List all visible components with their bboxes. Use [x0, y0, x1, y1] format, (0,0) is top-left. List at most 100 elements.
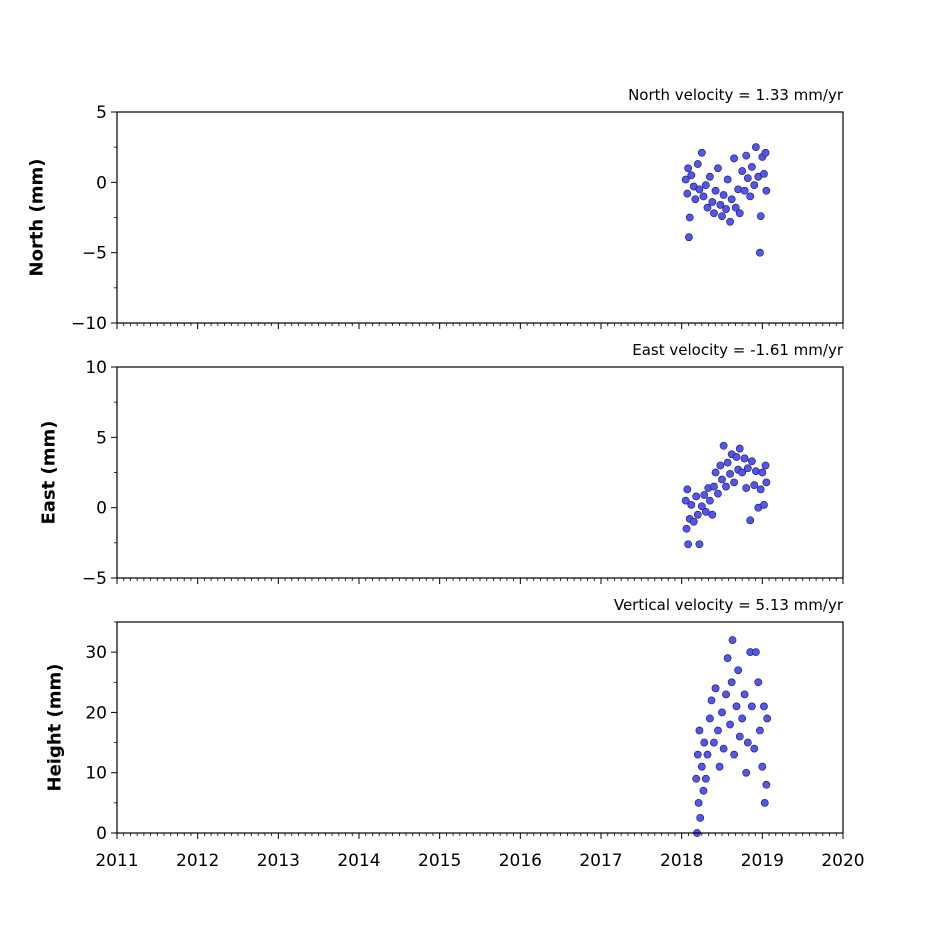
panel-title: East velocity = -1.61 mm/yr — [632, 341, 844, 359]
data-point — [695, 726, 704, 735]
y-tick-label: 30 — [85, 643, 107, 663]
data-point — [727, 195, 736, 204]
data-point — [734, 666, 743, 675]
data-point — [692, 492, 701, 501]
data-point — [730, 750, 738, 759]
data-point — [742, 151, 751, 160]
data-point — [760, 500, 768, 509]
data-point — [750, 744, 759, 753]
data-point — [708, 510, 717, 519]
x-tick-label: 2012 — [176, 851, 219, 871]
data-point — [707, 696, 716, 705]
data-point — [738, 468, 747, 477]
data-point — [716, 461, 725, 470]
data-point — [703, 203, 712, 212]
data-point — [715, 762, 724, 771]
data-point — [687, 500, 696, 509]
data-point — [740, 454, 749, 463]
data-point — [697, 762, 706, 771]
data-point — [732, 702, 741, 711]
data-point — [728, 636, 737, 644]
data-point — [746, 516, 755, 525]
data-point — [747, 702, 756, 711]
data-point — [738, 714, 747, 723]
data-point — [706, 714, 714, 723]
data-point — [682, 524, 691, 533]
y-tick-label: −10 — [71, 314, 107, 334]
data-point — [711, 468, 720, 477]
data-point — [710, 209, 718, 218]
data-point — [700, 491, 709, 499]
data-point — [714, 164, 722, 173]
data-point — [761, 461, 770, 470]
data-point — [697, 502, 706, 511]
data-point — [693, 510, 702, 519]
data-point — [750, 181, 759, 190]
data-point — [695, 185, 704, 194]
data-point — [681, 496, 690, 505]
data-point — [699, 786, 708, 795]
data-point — [711, 186, 720, 195]
x-tick-label: 2018 — [660, 851, 703, 871]
data-point — [692, 774, 701, 783]
data-point — [683, 189, 692, 198]
data-point — [738, 167, 747, 175]
panel: Vertical velocity = 5.13 mm/yr Height (mm… — [44, 596, 864, 871]
y-tick-label: 0 — [96, 173, 107, 193]
panel-title: Vertical velocity = 5.13 mm/yr — [614, 596, 844, 614]
data-point — [714, 726, 722, 735]
x-tick-label: 2017 — [579, 851, 622, 871]
data-point — [726, 217, 734, 226]
data-point — [684, 540, 693, 549]
x-tick-label: 2014 — [337, 851, 380, 871]
data-point — [751, 648, 760, 657]
data-point — [727, 678, 736, 687]
data-point — [750, 481, 759, 490]
data-point — [760, 798, 769, 807]
data-point — [708, 198, 717, 206]
data-point — [722, 690, 730, 699]
data-point — [760, 169, 768, 178]
data-point — [716, 200, 725, 209]
data-point — [762, 186, 771, 195]
plot-frame — [116, 111, 844, 324]
data-point — [758, 762, 767, 771]
data-point — [685, 233, 693, 242]
data-point — [735, 209, 744, 218]
y-tick-label: 5 — [96, 428, 107, 448]
y-axis-label: Height (mm) — [44, 664, 65, 792]
y-tick-label: 20 — [85, 703, 107, 723]
data-point — [693, 160, 702, 168]
data-point — [735, 732, 744, 741]
y-axis-label: East (mm) — [38, 421, 59, 525]
data-point — [723, 175, 732, 184]
data-point — [710, 738, 718, 747]
data-point — [754, 678, 763, 687]
x-tick-label: 2019 — [741, 851, 784, 871]
data-point — [714, 489, 722, 498]
data-point — [730, 154, 738, 163]
plot-frame — [116, 621, 844, 834]
data-point — [683, 485, 692, 494]
data-point — [732, 453, 741, 461]
data-point — [697, 148, 706, 157]
data-point — [743, 464, 752, 473]
data-point — [747, 162, 756, 171]
data-point — [711, 684, 720, 693]
y-tick-label: 0 — [96, 824, 107, 844]
data-point — [761, 148, 770, 157]
data-point — [740, 186, 749, 195]
data-point — [701, 774, 710, 783]
data-point — [699, 192, 708, 201]
data-point — [751, 143, 760, 152]
y-tick-label: 10 — [85, 358, 107, 378]
data-point — [756, 485, 765, 494]
x-tick-label: 2016 — [499, 851, 542, 871]
data-point — [691, 195, 700, 204]
data-point — [710, 482, 718, 491]
data-point — [747, 457, 756, 466]
y-tick-label: 0 — [96, 499, 107, 519]
x-tick-label: 2011 — [95, 851, 138, 871]
data-point — [722, 205, 730, 213]
